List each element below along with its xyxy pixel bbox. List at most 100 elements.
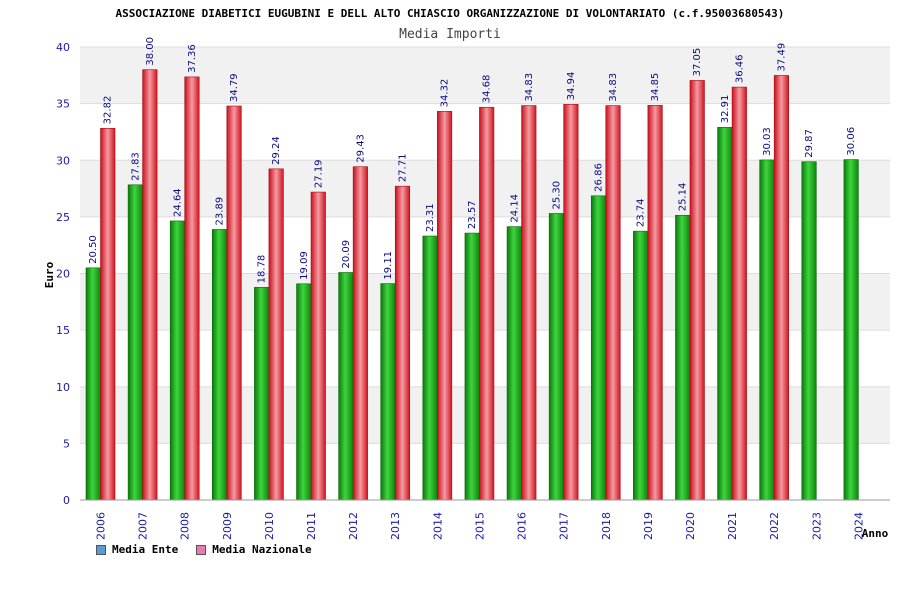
bar-nazionale-2016 [521,105,537,501]
bar-ente-2021 [717,126,733,501]
bar-nazionale-2019 [647,105,663,501]
legend-swatch-nazionale [196,544,207,555]
chart-subtitle: Media Importi [399,27,501,42]
x-axis-ticks: 2006 2007 2008 2009 2010 2011 2012 2013 2014 2015… [95,512,866,540]
bar-nazionale-2013 [394,185,411,501]
bar-ente-2024 [843,159,859,501]
bar-nazionale-2015 [479,106,495,501]
data-label-nazionale-2018: 34.83 [608,73,619,102]
data-label-ente-2022: 30.03 [762,127,773,156]
data-label-ente-2023: 29.87 [804,129,815,158]
bar-nazionale-2009 [226,105,242,501]
legend-label-ente: Media Ente [112,543,179,556]
x-tick-label: 2019 [642,512,655,540]
y-tick-label: 5 [63,437,70,450]
data-label-ente-2018: 26.86 [594,163,605,192]
x-tick-label: 2014 [431,512,444,540]
data-label-ente-2007: 27.83 [130,152,141,181]
y-axis-ticks: 0 5 10 15 20 25 30 35 40 [56,41,70,507]
bar-ente-2011 [296,283,312,501]
data-label-nazionale-2013: 27.71 [397,154,408,183]
x-tick-label: 2015 [473,512,486,540]
x-tick-label: 2013 [389,512,402,540]
data-label-ente-2006: 20.50 [88,235,99,264]
bar-ente-2009 [212,229,228,501]
x-tick-label: 2020 [684,512,697,540]
x-tick-label: 2024 [852,512,865,540]
y-tick-label: 15 [56,324,70,337]
plot-band [80,47,890,104]
bar-nazionale-2012 [352,166,368,501]
data-label-ente-2019: 23.74 [636,199,647,228]
x-tick-label: 2021 [726,512,739,540]
bar-ente-2023 [801,161,817,501]
data-label-nazionale-2006: 32.82 [103,96,114,125]
y-tick-label: 10 [56,381,70,394]
bar-nazionale-2010 [268,168,284,501]
data-label-nazionale-2019: 34.85 [650,73,661,102]
data-label-nazionale-2021: 36.46 [734,54,745,83]
data-label-nazionale-2022: 37.49 [776,43,787,72]
bar-nazionale-2006 [100,128,116,501]
bar-ente-2014 [422,235,438,501]
bar-nazionale-2021 [731,86,747,501]
y-tick-label: 40 [56,41,70,54]
legend-swatch-ente [96,544,106,555]
legend-item-ente: Media Ente [96,543,178,556]
data-label-ente-2024: 30.06 [846,127,857,156]
bar-nazionale-2011 [310,191,326,501]
data-label-ente-2017: 25.30 [551,181,562,210]
data-label-ente-2016: 24.14 [509,194,520,223]
data-label-nazionale-2007: 38.00 [145,37,156,66]
bar-ente-2007 [127,184,143,501]
data-label-nazionale-2016: 34.83 [524,73,535,102]
bar-ente-2016 [506,226,522,501]
bar-nazionale-2008 [184,76,200,501]
data-label-ente-2008: 24.64 [172,188,183,217]
y-axis-title: Euro [43,261,56,288]
data-label-nazionale-2020: 37.05 [692,48,703,77]
data-label-nazionale-2017: 34.94 [566,72,577,101]
data-label-ente-2011: 19.09 [299,251,310,280]
y-tick-label: 20 [56,268,70,281]
bars: 20.50 32.82 27.83 38.00 24.64 37.36 23.89 34.79… [85,37,859,501]
data-label-nazionale-2014: 34.32 [440,79,451,108]
legend-item-nazionale: Media Nazionale [196,543,312,556]
legend: Media Ente Media Nazionale [96,543,312,556]
bar-nazionale-2018 [605,105,621,501]
legend-label-nazionale: Media Nazionale [212,543,312,556]
bar-nazionale-2022 [773,75,789,501]
bar-ente-2022 [759,159,775,501]
data-label-nazionale-2010: 29.24 [271,136,282,165]
x-tick-label: 2018 [600,512,613,540]
x-tick-label: 2022 [768,512,781,540]
x-tick-label: 2010 [263,512,276,540]
data-label-ente-2013: 19.11 [383,251,394,280]
bar-ente-2019 [633,230,649,501]
data-label-ente-2015: 23.57 [467,200,478,229]
data-label-ente-2020: 25.14 [678,183,689,212]
y-tick-label: 25 [56,211,70,224]
bar-ente-2013 [380,283,396,501]
x-tick-label: 2016 [516,512,529,540]
x-tick-label: 2011 [305,512,318,540]
x-tick-label: 2009 [221,512,234,540]
data-label-nazionale-2012: 29.43 [355,134,366,163]
x-tick-label: 2023 [810,512,823,540]
x-tick-label: 2008 [179,512,192,540]
bar-ente-2008 [169,220,186,501]
data-label-ente-2009: 23.89 [215,197,226,226]
bar-ente-2010 [254,287,270,501]
bar-nazionale-2020 [689,80,705,501]
data-label-ente-2021: 32.91 [720,95,731,124]
y-tick-label: 35 [56,98,70,111]
data-label-nazionale-2009: 34.79 [229,73,240,102]
data-label-ente-2010: 18.78 [257,255,268,284]
chart-title: ASSOCIAZIONE DIABETICI EUGUBINI E DELL A… [116,7,785,20]
x-tick-label: 2006 [95,512,108,540]
bar-ente-2012 [338,272,354,501]
bar-ente-2015 [464,232,480,501]
bar-ente-2020 [675,214,691,501]
bar-ente-2017 [548,213,564,501]
